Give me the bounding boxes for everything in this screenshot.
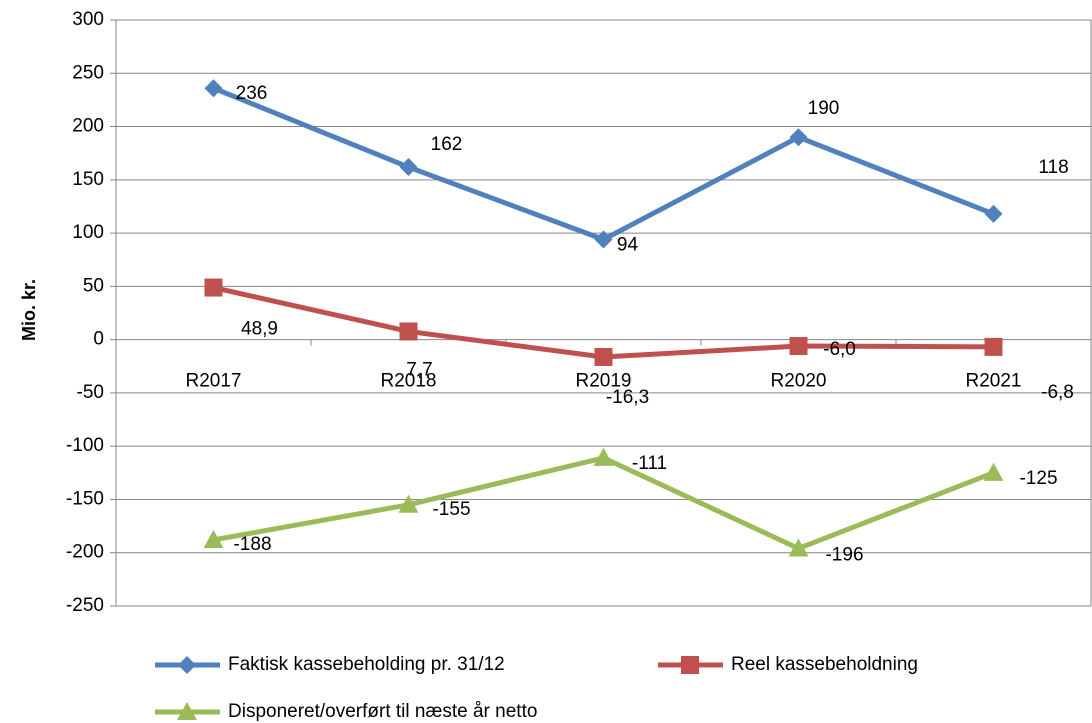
- data-label: -125: [1019, 468, 1057, 489]
- x-tick-label: R2017: [186, 371, 242, 392]
- data-label: 48,9: [241, 319, 278, 340]
- y-tick-label: 300: [72, 9, 104, 30]
- y-tick-label: -100: [66, 435, 104, 456]
- data-label: 236: [236, 83, 268, 104]
- series-line: [212, 85, 995, 242]
- y-tick-label: 0: [93, 329, 104, 350]
- data-point: [399, 322, 418, 341]
- data-point: [398, 494, 419, 513]
- x-tick-label: R2018: [381, 371, 437, 392]
- data-label: -6,8: [1041, 382, 1074, 403]
- data-label: -16,3: [606, 387, 649, 408]
- data-point: [594, 348, 613, 367]
- legend-marker: [177, 702, 197, 720]
- data-label: -111: [632, 453, 667, 474]
- legend-label: Faktisk kassebeholding pr. 31/12: [228, 654, 505, 675]
- data-label: 7,7: [406, 359, 432, 380]
- data-label: -6,0: [823, 339, 856, 360]
- data-label: 190: [808, 98, 840, 119]
- data-point: [984, 204, 1003, 223]
- data-point: [789, 128, 808, 147]
- data-point: [983, 462, 1004, 481]
- y-tick-label: 150: [72, 169, 104, 190]
- y-tick-label: -150: [66, 488, 104, 509]
- series-line: [213, 455, 995, 551]
- y-tick-label: 250: [72, 62, 104, 83]
- y-tick-label: -200: [66, 542, 104, 563]
- y-tick-label: -250: [66, 595, 104, 616]
- legend-label: Reel kassebeholdning: [731, 654, 918, 675]
- y-tick-label: 100: [72, 222, 104, 243]
- y-tick-label: -50: [77, 382, 104, 403]
- data-point: [984, 337, 1003, 356]
- y-tick-label: 200: [72, 116, 104, 137]
- series-line: [212, 285, 994, 360]
- data-label: -155: [432, 499, 470, 520]
- x-tick-label: R2019: [576, 371, 632, 392]
- legend-marker: [681, 656, 699, 674]
- data-label: -188: [233, 534, 271, 555]
- data-label: 162: [431, 134, 463, 155]
- data-label: -196: [825, 544, 863, 565]
- data-label: 118: [1038, 157, 1068, 178]
- y-tick-label: 50: [83, 275, 104, 296]
- data-point: [204, 278, 223, 297]
- x-tick-label: R2020: [771, 371, 827, 392]
- data-point: [789, 337, 808, 356]
- legend-label: Disponeret/overført til næste år netto: [228, 701, 537, 722]
- data-point: [204, 79, 223, 98]
- data-point: [594, 230, 613, 249]
- data-point: [399, 158, 418, 177]
- data-label: 94: [617, 234, 639, 255]
- data-point: [203, 529, 224, 548]
- y-axis-label: Mio. kr.: [19, 279, 39, 341]
- legend-marker: [178, 656, 196, 674]
- data-point: [593, 447, 614, 466]
- x-tick-label: R2021: [966, 371, 1022, 392]
- data-point: [788, 538, 809, 557]
